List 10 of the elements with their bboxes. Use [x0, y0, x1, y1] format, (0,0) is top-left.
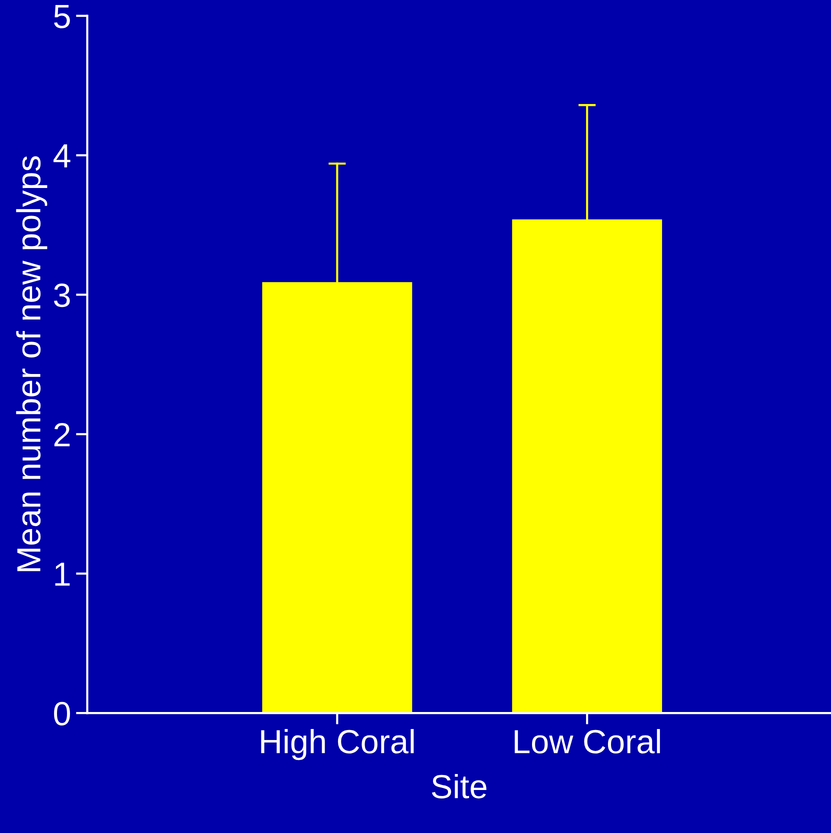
- y-axis-title: Mean number of new polyps: [16, 156, 48, 572]
- x-tick-label: High Coral: [261, 729, 414, 760]
- y-tick-label: 3: [54, 284, 70, 308]
- y-tick-label: 4: [54, 144, 70, 168]
- y-tick-label: 0: [54, 702, 70, 726]
- y-tick-label: 5: [54, 4, 70, 28]
- y-tick-label: 2: [54, 422, 70, 446]
- x-tick-label: Low Coral: [514, 729, 660, 754]
- x-axis-title: Site: [432, 774, 486, 798]
- y-tick-label: 1: [55, 562, 70, 586]
